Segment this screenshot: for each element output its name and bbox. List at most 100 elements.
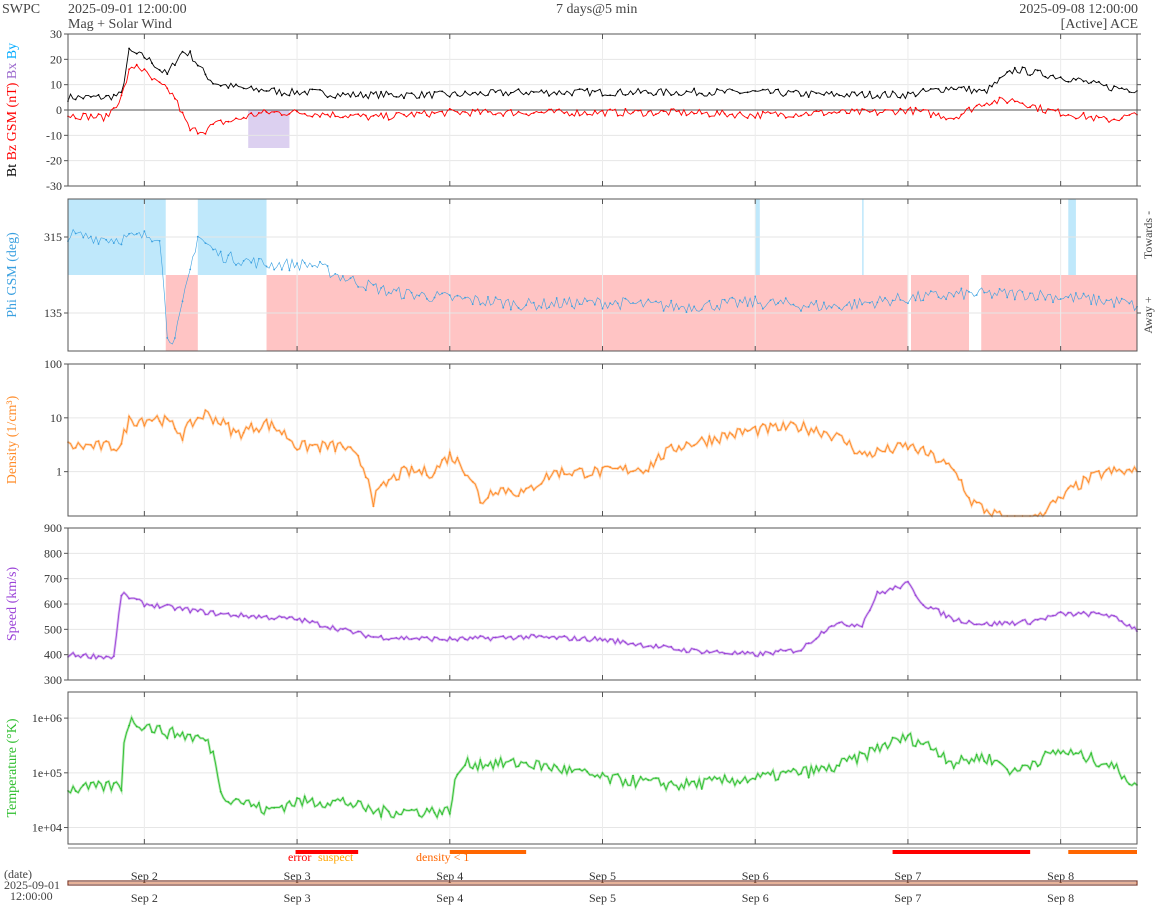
phi-point: [845, 304, 848, 306]
speed-point: [448, 636, 451, 639]
speed-point: [975, 623, 978, 626]
density-point: [601, 466, 604, 469]
density-point: [922, 445, 925, 448]
temperature-point: [777, 778, 780, 781]
phi-point: [1044, 298, 1047, 301]
phi-point: [364, 289, 367, 292]
temperature-point: [929, 748, 932, 751]
bz-point: [830, 112, 833, 115]
bz-point: [716, 110, 718, 113]
bt-point: [82, 97, 85, 100]
temperature-point: [616, 773, 619, 776]
bz-point: [1075, 117, 1077, 120]
bz-point: [540, 111, 543, 114]
bz-point: [1052, 109, 1054, 111]
speed-point: [777, 650, 780, 653]
y-tick-label: 600: [44, 597, 62, 611]
temperature-point: [303, 795, 306, 798]
temperature-point: [1082, 757, 1085, 759]
speed-point: [830, 625, 833, 627]
phi-point: [624, 297, 627, 300]
speed-point: [250, 615, 253, 617]
temperature-point: [761, 772, 764, 774]
phi-point: [112, 242, 115, 244]
temperature-point: [899, 741, 902, 744]
speed-point: [1044, 618, 1047, 621]
phi-point: [586, 300, 589, 303]
phi-point: [128, 232, 130, 235]
phi-point: [922, 299, 925, 302]
bt-point: [250, 85, 253, 88]
temperature-point: [807, 776, 810, 779]
bz-point: [502, 115, 505, 117]
speed-point: [700, 652, 703, 655]
bz-point: [311, 115, 314, 118]
speed-point: [937, 608, 940, 611]
phi-point: [1128, 302, 1131, 305]
bt-point: [609, 94, 612, 97]
bt-point: [1052, 74, 1054, 77]
bt-point: [891, 90, 894, 93]
speed-point: [257, 614, 260, 617]
x-tick-label: Sep 4: [436, 869, 463, 883]
bt-point: [425, 92, 428, 95]
speed-point: [593, 636, 596, 639]
bz-point: [578, 114, 581, 117]
temperature-point: [815, 765, 818, 768]
density-point: [166, 417, 169, 420]
y-tick-label: 400: [44, 648, 62, 662]
density-point: [1097, 470, 1100, 472]
x-tick-label-lower: Sep 6: [742, 891, 769, 905]
temperature-point: [212, 750, 214, 753]
speed-point: [792, 651, 795, 654]
y-tick-label: 1e+05: [32, 766, 62, 780]
bz-point: [876, 114, 879, 116]
phi-point: [502, 306, 505, 309]
bt-point: [830, 91, 833, 93]
temperature-point: [876, 743, 879, 746]
density-point: [341, 446, 344, 448]
speed-point: [74, 655, 77, 658]
bt-point: [380, 90, 382, 93]
bz-point: [1067, 113, 1070, 116]
temperature-point: [716, 777, 718, 780]
temperature-point: [601, 772, 604, 774]
bz-point: [349, 113, 352, 116]
speed-point: [1006, 621, 1009, 624]
density-point: [464, 474, 466, 477]
bz-point: [441, 110, 444, 113]
flag-run: [892, 850, 1031, 854]
density-point: [952, 469, 955, 471]
y-tick-label: 700: [44, 572, 62, 586]
phi-point: [601, 307, 604, 310]
phi-point: [425, 297, 428, 300]
temperature-point: [181, 731, 184, 734]
speed-point: [1029, 623, 1031, 626]
bt-point: [853, 91, 856, 94]
speed-point: [219, 612, 222, 615]
phi-point: [143, 230, 146, 233]
density-point: [815, 426, 818, 429]
bz-point: [685, 114, 688, 117]
bz-point: [273, 111, 276, 113]
density-point: [548, 478, 550, 481]
bz-point: [151, 78, 153, 81]
speed-point: [1052, 614, 1054, 617]
bz-point: [693, 112, 696, 115]
temperature-point: [593, 775, 596, 778]
speed-point: [1059, 611, 1062, 613]
phi-point: [494, 296, 497, 299]
bt-point: [349, 95, 352, 98]
phi-point: [983, 291, 986, 294]
speed-point: [861, 625, 864, 628]
bz-point: [1120, 117, 1123, 120]
density-point: [624, 464, 627, 467]
y-axis-label-part: Bt: [5, 164, 20, 177]
temperature-point: [655, 777, 657, 780]
speed-point: [632, 642, 634, 645]
density-point: [319, 450, 321, 453]
panel-speed: 300 400 500 600 700 800 900 Speed (km/s): [5, 521, 1141, 687]
speed-point: [166, 603, 169, 606]
speed-point: [1036, 618, 1039, 621]
bz-point: [929, 116, 932, 119]
